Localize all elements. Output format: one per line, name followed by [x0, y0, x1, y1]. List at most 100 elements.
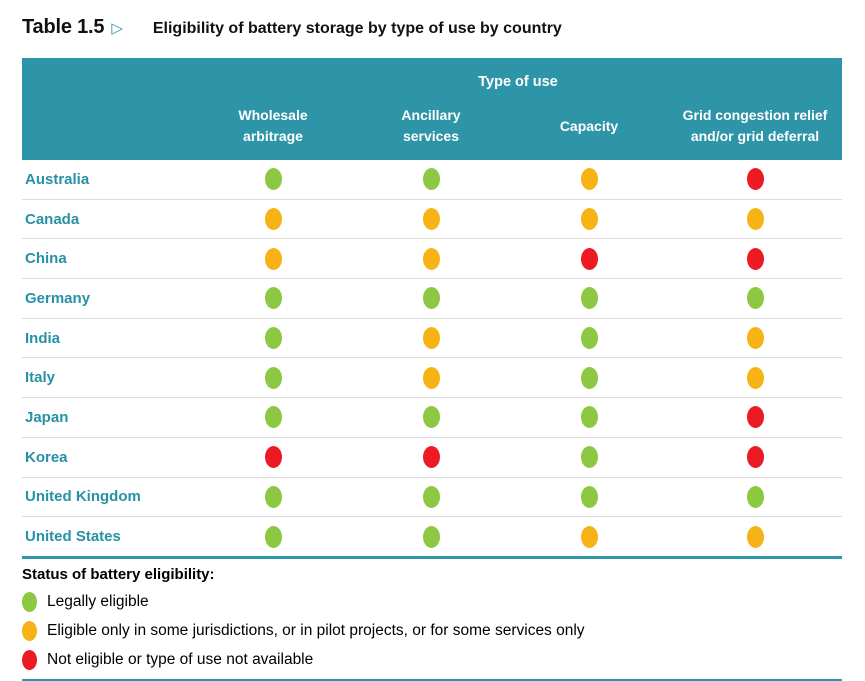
status-cell — [510, 168, 668, 191]
status-dot-yellow — [264, 247, 282, 270]
figure-title: Eligibility of battery storage by type o… — [152, 20, 562, 37]
status-dot-yellow — [580, 208, 598, 231]
table-row: United Kingdom — [22, 476, 842, 517]
status-dot-green — [422, 168, 440, 191]
country-label: Australia — [25, 170, 90, 188]
status-dot-green — [264, 485, 282, 508]
table-bottom-rule — [22, 555, 842, 559]
legend-item: Eligible only in some jurisdictions, or … — [22, 617, 842, 646]
status-cell — [194, 247, 352, 270]
status-cell — [668, 366, 842, 389]
status-cell — [668, 168, 842, 191]
legend-dot-yellow — [22, 621, 37, 642]
country-label: Germany — [25, 289, 91, 307]
status-cell — [510, 485, 668, 508]
status-cell — [352, 327, 510, 350]
figure-title-bar: Table 1.5 ▷ Eligibility of battery stora… — [22, 0, 842, 56]
status-dot-green — [264, 366, 282, 389]
country-label: Italy — [25, 369, 56, 387]
status-cell — [352, 525, 510, 548]
status-dot-red — [746, 247, 764, 270]
table-row: United States — [22, 516, 842, 556]
legend-items: Legally eligible Eligible only in some ju… — [22, 588, 842, 675]
status-dot-green — [422, 485, 440, 508]
status-dot-green — [264, 287, 282, 310]
status-dot-yellow — [580, 168, 598, 191]
status-dot-green — [580, 287, 598, 310]
status-cell — [194, 366, 352, 389]
legend-item: Not eligible or type of use not availabl… — [22, 646, 842, 675]
status-dot-green — [422, 287, 440, 310]
table-row: Japan — [22, 397, 842, 437]
country-label: Japan — [25, 408, 69, 426]
status-dot-yellow — [422, 366, 440, 389]
status-cell — [352, 287, 510, 310]
status-dot-green — [580, 366, 598, 389]
column-header-ancillary-services: Ancillary services — [401, 107, 461, 144]
table-row: Australia — [22, 160, 842, 199]
table-row: Canada — [22, 198, 842, 239]
column-header-wholesale-arbitrage: Wholesale arbitrage — [238, 107, 308, 144]
status-cell — [194, 485, 352, 508]
status-dot-yellow — [746, 525, 764, 548]
status-dot-green — [580, 406, 598, 429]
status-dot-yellow — [422, 327, 440, 350]
status-cell — [352, 247, 510, 270]
status-dot-green — [580, 446, 598, 469]
status-cell — [510, 406, 668, 429]
country-label: United States — [25, 528, 121, 546]
column-header-grid-congestion: Grid congestion relief and/or grid defer… — [682, 107, 828, 144]
status-cell — [510, 366, 668, 389]
status-dot-red — [746, 168, 764, 191]
status-cell — [352, 446, 510, 469]
status-cell — [668, 287, 842, 310]
legend-label: Eligible only in some jurisdictions, or … — [47, 622, 585, 640]
legend-dot-green — [22, 592, 37, 613]
status-cell — [668, 485, 842, 508]
status-cell — [352, 168, 510, 191]
country-label: China — [25, 250, 67, 268]
status-cell — [352, 208, 510, 231]
country-label: Korea — [25, 448, 68, 466]
status-cell — [668, 327, 842, 350]
figure-content: Table 1.5 ▷ Eligibility of battery stora… — [22, 0, 842, 681]
status-dot-green — [264, 168, 282, 191]
country-label: United Kingdom — [25, 488, 141, 506]
table-row: Italy — [22, 357, 842, 397]
table-row: India — [22, 317, 842, 358]
status-dot-red — [264, 446, 282, 469]
status-dot-green — [422, 525, 440, 548]
legend-item: Legally eligible — [22, 588, 842, 617]
status-dot-green — [264, 525, 282, 548]
status-dot-green — [746, 485, 764, 508]
status-cell — [668, 406, 842, 429]
status-cell — [194, 446, 352, 469]
legend: Status of battery eligibility: Legally e… — [22, 559, 842, 675]
status-dot-yellow — [580, 525, 598, 548]
status-cell — [668, 446, 842, 469]
status-dot-red — [580, 247, 598, 270]
status-dot-yellow — [264, 208, 282, 231]
legend-title: Status of battery eligibility: — [22, 565, 215, 583]
country-label: India — [25, 329, 61, 347]
legend-dot-red — [22, 650, 37, 671]
table-body: Australia Canada China Germany India Italy Jap… — [22, 160, 842, 556]
status-cell — [194, 168, 352, 191]
status-cell — [352, 485, 510, 508]
table-row: China — [22, 238, 842, 278]
status-cell — [352, 366, 510, 389]
status-dot-green — [264, 327, 282, 350]
status-cell — [194, 525, 352, 548]
status-cell — [510, 327, 668, 350]
status-dot-green — [422, 406, 440, 429]
status-cell — [510, 208, 668, 231]
triangle-right-icon: ▷ — [111, 20, 123, 37]
country-label: Canada — [25, 210, 80, 228]
status-dot-red — [422, 446, 440, 469]
status-cell — [668, 247, 842, 270]
legend-label: Not eligible or type of use not availabl… — [47, 651, 314, 669]
status-cell — [510, 446, 668, 469]
status-dot-yellow — [422, 208, 440, 231]
status-dot-green — [264, 406, 282, 429]
